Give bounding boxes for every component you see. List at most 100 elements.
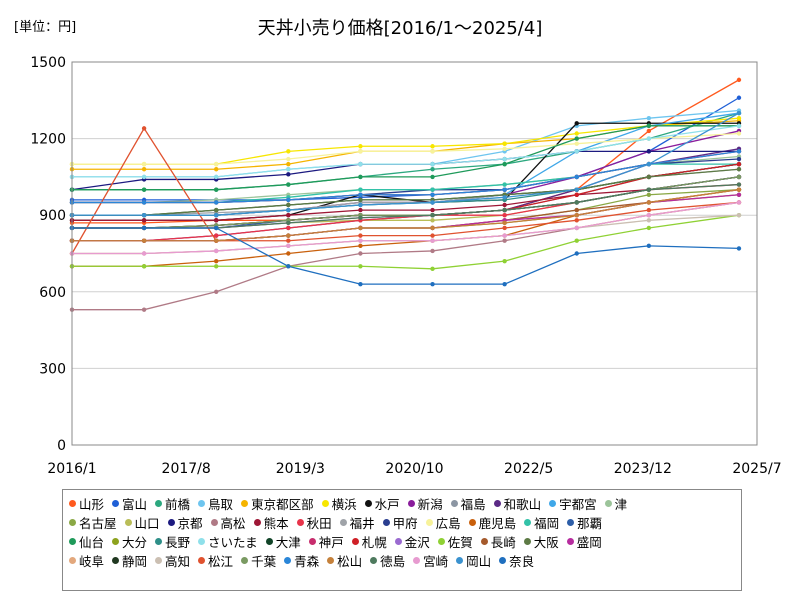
legend-marker-icon bbox=[351, 538, 359, 545]
data-point bbox=[358, 192, 363, 197]
series-line bbox=[72, 189, 740, 242]
data-point bbox=[736, 95, 742, 100]
legend-marker-icon bbox=[112, 557, 120, 564]
data-point bbox=[502, 207, 507, 213]
series-line bbox=[72, 132, 740, 165]
legend-marker-icon bbox=[450, 500, 458, 507]
legend-item: 熊本 bbox=[253, 513, 289, 532]
legend-label: 福島 bbox=[460, 497, 486, 512]
x-tick-label: 2025/7 bbox=[732, 461, 781, 477]
legend-item: 富山 bbox=[112, 494, 147, 513]
legend-item: 鳥取 bbox=[198, 494, 233, 513]
data-point bbox=[502, 146, 507, 152]
data-point bbox=[286, 243, 291, 249]
data-point bbox=[358, 161, 363, 167]
y-tick-label: 600 bbox=[39, 285, 66, 301]
data-point bbox=[574, 207, 579, 213]
data-point bbox=[736, 115, 742, 121]
legend-label: 水戸 bbox=[374, 497, 400, 512]
legend-label: 長崎 bbox=[490, 535, 516, 550]
legend-marker-icon bbox=[155, 538, 163, 545]
series-line bbox=[72, 201, 740, 311]
legend-label: 岡山 bbox=[466, 554, 492, 569]
legend-label: 宮崎 bbox=[423, 554, 449, 569]
legend-marker-icon bbox=[253, 519, 261, 526]
axes: 0 300 600 900 1200 1500 2016/1 2017/8 2019/3 2020… bbox=[30, 55, 781, 477]
legend-item: 那覇 bbox=[567, 513, 602, 532]
series-さいたま bbox=[69, 123, 742, 180]
data-point bbox=[141, 264, 147, 269]
data-point bbox=[502, 161, 507, 167]
data-point bbox=[502, 141, 507, 146]
data-point bbox=[214, 174, 219, 180]
data-point bbox=[736, 131, 742, 136]
series-line bbox=[72, 97, 740, 201]
grid-lines bbox=[72, 61, 757, 446]
x-tick-label: 2020/10 bbox=[385, 461, 443, 477]
data-point bbox=[646, 128, 652, 134]
data-point bbox=[502, 182, 507, 187]
data-point bbox=[646, 187, 652, 192]
data-point bbox=[430, 238, 435, 243]
series-松江 bbox=[69, 126, 742, 256]
series-line bbox=[72, 125, 740, 178]
series-岡山 bbox=[69, 110, 742, 218]
legend-label: 静岡 bbox=[122, 554, 148, 569]
data-point bbox=[574, 121, 579, 126]
data-point bbox=[574, 251, 579, 256]
data-point bbox=[286, 251, 291, 256]
data-point bbox=[502, 220, 507, 226]
legend-marker-icon bbox=[407, 500, 415, 507]
data-point bbox=[141, 174, 147, 180]
data-point bbox=[646, 192, 652, 197]
legend-label: 佐賀 bbox=[447, 535, 473, 550]
legend-label: 札幌 bbox=[361, 535, 387, 550]
legend-label: 岐阜 bbox=[79, 554, 105, 569]
legend-label: 熊本 bbox=[263, 516, 289, 531]
legend-label: 松山 bbox=[337, 554, 363, 569]
legend-row: 山形 富山 前橋 鳥取 東京都区部 横浜 水戸 新潟 福島 和歌山 宇都宮 津 bbox=[69, 494, 735, 513]
legend-marker-icon bbox=[284, 557, 292, 564]
data-point bbox=[286, 167, 291, 172]
data-point bbox=[430, 218, 435, 223]
data-point bbox=[646, 123, 652, 129]
unit-label: [単位：円] bbox=[14, 20, 77, 35]
legend-item: 青森 bbox=[284, 551, 319, 570]
data-point bbox=[574, 187, 579, 192]
series-仙台 bbox=[69, 123, 742, 192]
legend-marker-icon bbox=[566, 538, 574, 545]
data-point bbox=[286, 202, 291, 208]
legend-item: 千葉 bbox=[241, 551, 276, 570]
data-point bbox=[141, 251, 147, 256]
legend-item: 奈良 bbox=[499, 551, 534, 570]
data-point bbox=[286, 220, 291, 226]
data-point bbox=[646, 161, 652, 167]
data-point bbox=[214, 289, 219, 294]
legend-item: 岡山 bbox=[456, 551, 491, 570]
legend-label: 山形 bbox=[79, 497, 105, 512]
data-point bbox=[574, 136, 579, 141]
data-point bbox=[574, 174, 579, 180]
legend-label: 広島 bbox=[435, 516, 461, 531]
legend-label: 松江 bbox=[208, 554, 234, 569]
legend-item: 福岡 bbox=[524, 513, 559, 532]
data-point bbox=[502, 156, 507, 162]
data-point bbox=[358, 281, 363, 287]
legend-item: 長崎 bbox=[480, 532, 516, 551]
data-point bbox=[736, 213, 742, 218]
legend-item: 福井 bbox=[339, 513, 375, 532]
data-point bbox=[358, 202, 363, 208]
legend-label: 千葉 bbox=[251, 554, 277, 569]
legend-item: 山形 bbox=[69, 494, 104, 513]
data-point bbox=[358, 187, 363, 192]
legend-label: 金沢 bbox=[404, 535, 430, 550]
data-point bbox=[358, 264, 363, 269]
data-point bbox=[286, 233, 291, 238]
legend-item: 東京都区部 bbox=[241, 494, 314, 513]
legend-marker-icon bbox=[499, 557, 507, 564]
data-point bbox=[358, 149, 363, 154]
legend-label: 名古屋 bbox=[79, 516, 117, 531]
data-point bbox=[736, 77, 742, 83]
data-point bbox=[430, 174, 435, 180]
data-point bbox=[286, 207, 291, 213]
